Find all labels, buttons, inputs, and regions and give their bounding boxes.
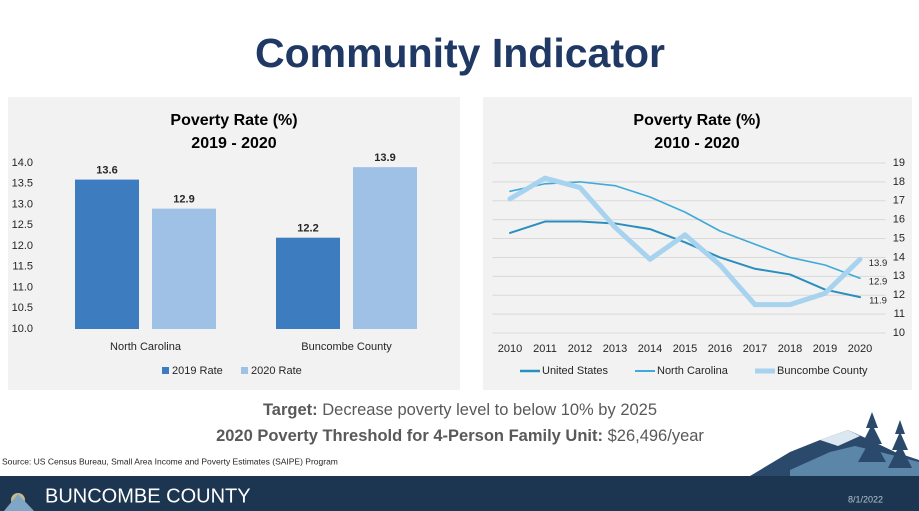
y-tick-label: 13.5 xyxy=(12,178,33,190)
mountain-art xyxy=(750,412,919,476)
legend-swatch xyxy=(241,367,248,374)
x-tick-label: 2011 xyxy=(533,343,557,355)
y-tick-label: 17 xyxy=(893,195,905,207)
note-text: $26,496/year xyxy=(608,427,705,445)
bar xyxy=(75,179,139,329)
x-tick-label: 2017 xyxy=(743,343,767,355)
legend-swatch xyxy=(162,367,169,374)
note: 2020 Poverty Threshold for 4-Person Fami… xyxy=(216,427,704,445)
x-tick-label: 2014 xyxy=(638,343,662,355)
source: Source: US Census Bureau, Small Area Inc… xyxy=(2,456,338,466)
footer-bar xyxy=(0,476,919,511)
end-label: 11.9 xyxy=(869,296,887,307)
slide-title: Community Indicator xyxy=(255,30,665,76)
y-tick-label: 12.5 xyxy=(12,219,33,231)
y-tick-label: 11.0 xyxy=(12,281,33,293)
y-tick-label: 16 xyxy=(893,214,905,226)
note-label: Target: xyxy=(263,401,318,419)
note-label: 2020 Poverty Threshold for 4-Person Fami… xyxy=(216,427,603,445)
y-tick-label: 11 xyxy=(894,308,905,320)
y-tick-label: 18 xyxy=(893,176,905,188)
y-tick-label: 10.0 xyxy=(12,323,33,335)
y-tick-label: 10 xyxy=(893,327,905,339)
x-tick-label: 2010 xyxy=(498,343,522,355)
x-tick-label: 2016 xyxy=(708,343,732,355)
chart-title: Poverty Rate (%) xyxy=(170,112,297,129)
y-tick-label: 15 xyxy=(893,232,905,244)
x-tick-label: 2013 xyxy=(603,343,627,355)
note: Target: Decrease poverty level to below … xyxy=(263,401,657,419)
chart-subtitle: 2010 - 2020 xyxy=(654,135,740,152)
series-line xyxy=(507,175,863,308)
x-tick-label: 2015 xyxy=(673,343,697,355)
y-tick-label: 10.5 xyxy=(12,302,33,314)
footer-date: 8/1/2022 xyxy=(848,494,883,504)
x-tick-label: 2018 xyxy=(778,343,802,355)
chart-title: Poverty Rate (%) xyxy=(633,112,760,129)
data-label: 12.2 xyxy=(297,223,318,235)
x-tick-label: North Carolina xyxy=(110,341,182,353)
legend-label: 2020 Rate xyxy=(251,365,302,377)
x-tick-label: Buncombe County xyxy=(301,341,392,353)
y-tick-label: 13.0 xyxy=(12,198,33,210)
y-tick-label: 19 xyxy=(893,157,905,169)
footer-organization: BUNCOMBE COUNTY xyxy=(45,485,251,507)
x-tick-label: 2012 xyxy=(568,343,592,355)
legend-label: 2019 Rate xyxy=(172,365,223,377)
data-label: 13.6 xyxy=(96,165,117,177)
chart-subtitle: 2019 - 2020 xyxy=(191,135,277,152)
series-line xyxy=(509,220,861,299)
x-tick-label: 2019 xyxy=(813,343,837,355)
y-tick-label: 13 xyxy=(893,270,905,282)
data-label: 12.9 xyxy=(173,194,194,206)
bar xyxy=(152,208,216,329)
y-tick-label: 14 xyxy=(893,251,905,263)
y-tick-label: 14.0 xyxy=(12,157,33,169)
y-tick-label: 12.0 xyxy=(12,240,33,252)
note-text: Decrease poverty level to below 10% by 2… xyxy=(322,401,657,419)
y-tick-label: 11.5 xyxy=(12,261,33,273)
legend-label: North Carolina xyxy=(657,365,729,377)
legend-label: Buncombe County xyxy=(777,365,868,377)
county-logo xyxy=(4,493,34,511)
end-label: 13.9 xyxy=(869,258,888,269)
end-label: 12.9 xyxy=(869,277,888,288)
y-tick-label: 12 xyxy=(893,289,905,301)
bar xyxy=(353,167,417,329)
data-label: 13.9 xyxy=(374,152,395,164)
charts: Poverty Rate (%) 2019 - 2020 10.0 10.5 11.0 1… xyxy=(12,112,905,377)
x-tick-label: 2020 xyxy=(848,343,872,355)
legend-label: United States xyxy=(542,365,609,377)
bar xyxy=(276,237,340,329)
